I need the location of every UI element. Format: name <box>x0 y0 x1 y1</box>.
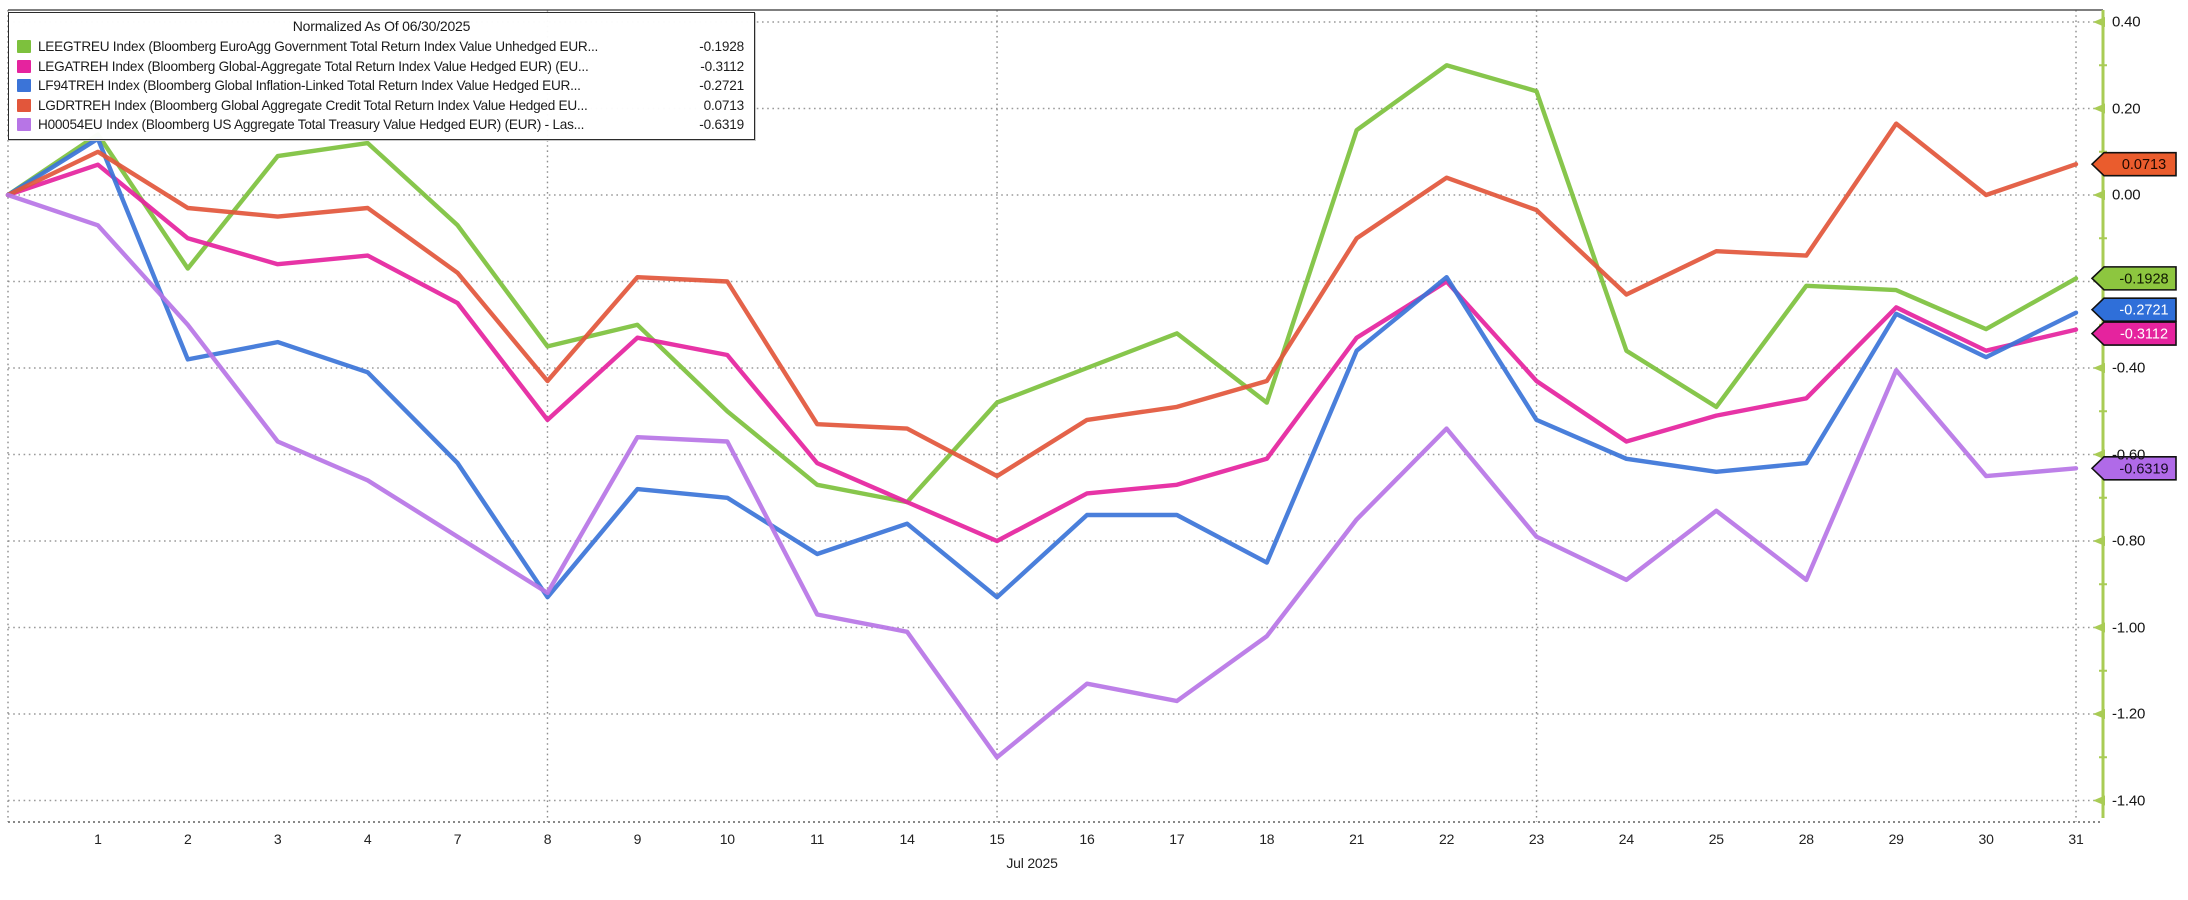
series-line-0 <box>5 63 2079 505</box>
series-line-1 <box>5 162 2079 544</box>
y-axis-arrow-tick-icon <box>2093 363 2105 373</box>
badge-shape <box>2090 321 2177 346</box>
badge-value: -0.3112 <box>2120 327 2168 343</box>
x-tick-label: 29 <box>1888 831 1904 847</box>
last-value-badge-4: -0.6319 <box>2090 455 2177 481</box>
legend-row-legatreh[interactable]: LEGATREH Index (Bloomberg Global-Aggrega… <box>17 57 746 77</box>
lgdrtreh-series-swatch-icon <box>17 98 31 112</box>
y-tick-label: -0.80 <box>2112 532 2146 550</box>
series-line-2 <box>5 136 2079 600</box>
badge-value: -0.6319 <box>2119 461 2168 477</box>
y-tick-label: -1.00 <box>2112 619 2146 636</box>
y-axis-arrow-tick-icon <box>2093 536 2105 546</box>
badge-value: -0.1928 <box>2119 271 2168 287</box>
legend-label: LGDRTREH Index (Bloomberg Global Aggrega… <box>38 97 588 113</box>
legend-value: -0.1928 <box>699 39 744 54</box>
x-tick-label: 11 <box>810 831 825 847</box>
lf94treh-series-swatch-icon <box>17 79 31 93</box>
x-tick-label: 7 <box>453 831 462 847</box>
badge-value: -0.2721 <box>2119 303 2168 319</box>
x-tick-label: 16 <box>1079 831 1095 847</box>
x-tick-label: 2 <box>184 831 192 847</box>
h00054eu-series-swatch-icon <box>17 118 31 132</box>
x-tick-label: 3 <box>273 831 282 847</box>
series-line-3 <box>5 121 2079 479</box>
legend-value: 0.0713 <box>703 97 745 113</box>
y-axis-arrow-tick-icon <box>2093 449 2105 460</box>
badge-shape <box>2090 266 2177 291</box>
y-tick-label: 0.00 <box>2112 186 2141 204</box>
x-tick-label: 10 <box>719 831 735 847</box>
legend-label: LEEGTREU Index (Bloomberg EuroAgg Govern… <box>38 39 599 55</box>
y-tick-label: -0.40 <box>2112 359 2146 377</box>
badge-shape <box>2090 455 2177 481</box>
x-tick-label: 9 <box>633 831 642 847</box>
legend-row-leegtreu[interactable]: LEEGTREU Index (Bloomberg EuroAgg Govern… <box>17 37 746 57</box>
badge-shape <box>2090 297 2177 322</box>
y-tick-label: -1.40 <box>2112 792 2146 809</box>
legend-label: LEGATREH Index (Bloomberg Global-Aggrega… <box>38 58 589 74</box>
x-tick-label: 30 <box>1978 831 1994 847</box>
last-value-badge-1: -0.1928 <box>2090 266 2177 291</box>
legend-value: -0.2721 <box>699 78 744 93</box>
badge-shape <box>2090 151 2177 177</box>
y-tick-label: -0.60 <box>2112 446 2146 463</box>
y-axis-arrow-tick-icon <box>2093 709 2105 719</box>
last-value-badge-3: -0.3112 <box>2090 321 2177 346</box>
y-axis-arrow-tick-icon <box>2093 622 2105 633</box>
x-tick-label: 23 <box>1528 831 1545 847</box>
last-value-badge-0: 0.0713 <box>2090 151 2177 177</box>
x-tick-label: 22 <box>1439 831 1455 847</box>
series-line-4 <box>5 192 2079 760</box>
x-tick-label: 31 <box>2068 831 2084 847</box>
legatreh-series-swatch-icon <box>17 59 31 73</box>
x-tick-label: 14 <box>899 831 915 847</box>
x-tick-label: 8 <box>543 831 552 847</box>
y-axis-arrow-tick-icon <box>2093 103 2105 114</box>
x-tick-label: 28 <box>1798 831 1814 847</box>
x-tick-label: 21 <box>1349 831 1365 847</box>
x-tick-label: 15 <box>989 831 1005 847</box>
badge-value: 0.0713 <box>2122 157 2166 173</box>
leegtreu-series-swatch-icon <box>17 40 31 54</box>
x-axis-month-label: Jul 2025 <box>1006 855 1058 871</box>
y-axis-arrow-tick-icon <box>2093 795 2105 806</box>
y-axis-arrow-tick-icon <box>2093 190 2105 200</box>
legend-value: -0.3112 <box>700 58 744 74</box>
x-tick-label: 24 <box>1618 831 1634 847</box>
legend-title: Normalized As Of 06/30/2025 <box>292 18 471 34</box>
y-tick-label: 0.40 <box>2112 13 2141 31</box>
x-tick-label: 1 <box>94 831 102 847</box>
x-tick-label: 17 <box>1169 831 1185 847</box>
y-tick-label: -1.20 <box>2112 705 2146 723</box>
legend-label: H00054EU Index (Bloomberg US Aggregate T… <box>38 117 585 133</box>
y-tick-label: 0.20 <box>2112 100 2141 117</box>
legend-row-lgdrtreh[interactable]: LGDRTREH Index (Bloomberg Global Aggrega… <box>17 96 746 116</box>
legend-value: -0.6319 <box>699 117 744 132</box>
y-axis-arrow-tick-icon <box>2093 17 2105 27</box>
last-value-badge-2: -0.2721 <box>2090 297 2177 322</box>
x-tick-label: 25 <box>1708 831 1724 847</box>
legend-row-h00054eu[interactable]: H00054EU Index (Bloomberg US Aggregate T… <box>17 115 746 135</box>
x-tick-label: 4 <box>363 831 372 847</box>
legend-row-lf94treh[interactable]: LF94TREH Index (Bloomberg Global Inflati… <box>17 76 746 96</box>
x-tick-label: 18 <box>1259 831 1275 847</box>
legend-label: LF94TREH Index (Bloomberg Global Inflati… <box>38 78 581 94</box>
chart-legend: Normalized As Of 06/30/2025 LEEGTREU Ind… <box>8 12 755 140</box>
